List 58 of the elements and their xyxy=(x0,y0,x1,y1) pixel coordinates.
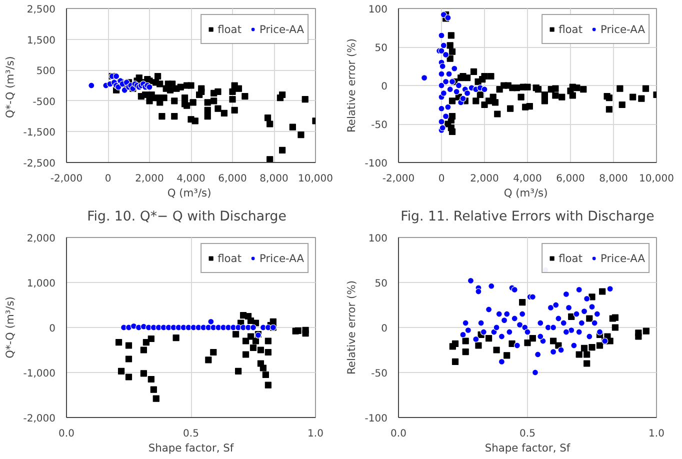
x-tick-label: 10,000 xyxy=(298,174,334,184)
y-tick-label: 2,000 xyxy=(26,234,56,244)
x-tick-label: 8,000 xyxy=(260,174,288,184)
y-tick-label: -1,500 xyxy=(23,128,56,139)
y-tick-label: 50 xyxy=(374,43,388,54)
x-tick-label: 2,000 xyxy=(135,174,164,184)
x-tick-label: 1.0 xyxy=(648,428,664,440)
y-tick-label: 50 xyxy=(374,278,388,290)
x-tick-label: 0 xyxy=(104,174,112,184)
y-tick-label: -500 xyxy=(32,96,56,108)
y-tick-label: 1,500 xyxy=(26,35,56,46)
legend-label: Price-AA xyxy=(600,22,645,36)
y-tick-label: -100 xyxy=(364,158,388,170)
y-tick-label: 1,000 xyxy=(26,278,56,290)
y-axis-title: Q*-Q (m³/s) xyxy=(3,56,16,118)
x-tick-label: -2,000 xyxy=(50,174,83,184)
y-tick-label: 2,500 xyxy=(26,4,56,16)
x-axis-title: Shape factor, Sf xyxy=(484,442,570,454)
y-tick-label: 100 xyxy=(368,234,388,244)
x-tick-label: 2,000 xyxy=(470,174,499,184)
y-tick-label: -1,000 xyxy=(23,368,56,380)
y-tick-label: -100 xyxy=(364,414,388,424)
y-tick-label: 0 xyxy=(381,82,388,92)
x-tick-label: 4,000 xyxy=(513,174,542,184)
y-tick-label: -2,500 xyxy=(23,158,56,170)
x-axis-title: Shape factor, Sf xyxy=(148,442,234,454)
x-tick-label: 10,000 xyxy=(639,174,674,184)
y-axis-title: Relative error (%) xyxy=(344,280,358,374)
y-tick-label: -2,000 xyxy=(23,414,56,424)
x-tick-label: 1.0 xyxy=(308,428,324,440)
x-tick-label: 0.0 xyxy=(58,428,74,440)
x-tick-label: 0.5 xyxy=(520,428,536,440)
legend-label: Price-AA xyxy=(260,22,304,36)
x-tick-label: 6,000 xyxy=(218,174,247,184)
y-tick-label: -50 xyxy=(371,368,388,380)
y-tick-label: 100 xyxy=(368,4,388,16)
caption: Fig. 11. Relative Errors with Discharge xyxy=(400,210,654,224)
y-axis-title: Relative error (%) xyxy=(344,38,358,132)
legend-label: float xyxy=(218,22,242,36)
y-tick-label: -50 xyxy=(371,120,388,131)
y-tick-label: 500 xyxy=(36,66,56,78)
x-axis-title: Q (m³/s) xyxy=(167,186,212,200)
caption: Fig. 10. Q*− Q with Discharge xyxy=(87,210,286,224)
y-axis-title: Q*-Q (m³/s) xyxy=(3,296,16,358)
legend-label: float xyxy=(558,22,583,36)
x-tick-label: 0 xyxy=(438,174,445,184)
x-tick-label: 8,000 xyxy=(599,174,628,184)
legend-label: float xyxy=(218,252,242,264)
legend-label: Price-AA xyxy=(260,252,304,264)
x-tick-label: 0.5 xyxy=(183,428,199,440)
legend-label: float xyxy=(558,252,583,264)
x-tick-label: 4,000 xyxy=(176,174,206,184)
legend-label: Price-AA xyxy=(600,252,645,264)
x-tick-label: 0.0 xyxy=(390,428,406,440)
x-axis-title: Q (m³/s) xyxy=(504,186,548,200)
x-tick-label: 6,000 xyxy=(556,174,585,184)
y-tick-label: 0 xyxy=(381,324,388,334)
y-tick-label: 0 xyxy=(49,324,56,334)
